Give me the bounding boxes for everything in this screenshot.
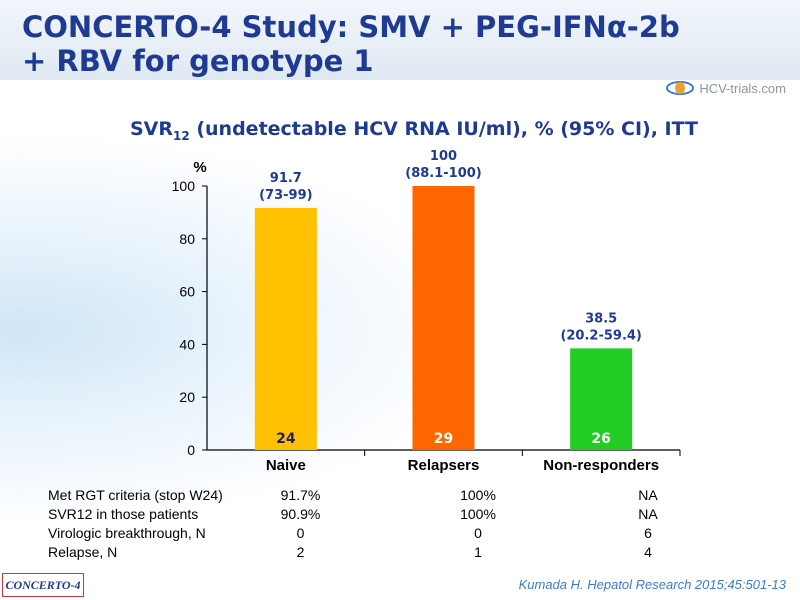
brand-logo: HCV-trials.com — [665, 78, 786, 98]
stats-cell-non-responders: NA — [638, 506, 658, 522]
stats-cell-naive: 91.7% — [280, 487, 321, 503]
bar-non-responders — [570, 348, 633, 450]
bar-ci-label: (73-99) — [259, 188, 312, 203]
stats-cell-relapsers: 100% — [460, 487, 496, 503]
stats-spacer — [553, 524, 583, 543]
stats-cell-relapsers: 0 — [474, 525, 482, 541]
bar-n-label: 26 — [591, 431, 610, 447]
stats-row: Met RGT criteria (stop W24) 91.7% 100% NA — [48, 486, 713, 505]
y-tick-label: 20 — [179, 389, 195, 405]
stats-cell-naive: 2 — [296, 544, 305, 560]
brand-icon — [666, 81, 695, 95]
x-category-label: Relapsers — [408, 457, 480, 474]
stats-cell-non-responders: NA — [638, 487, 658, 503]
bar-n-label: 24 — [276, 431, 296, 447]
bar-naive — [254, 207, 317, 450]
bar-value-label: 38.5 — [585, 311, 617, 326]
stats-table: Met RGT criteria (stop W24) 91.7% 100% NA SV… — [48, 486, 713, 562]
stats-row-label: Relapse, N — [48, 544, 118, 560]
stats-row-label: Met RGT criteria (stop W24) — [48, 487, 223, 503]
chart-subtitle: SVR12 (undetectable HCV RNA IU/ml), % (9… — [130, 118, 770, 143]
y-tick-label: 40 — [179, 336, 195, 352]
bar-value-label: 91.7 — [270, 171, 302, 186]
stats-spacer — [338, 505, 403, 524]
page-title: CONCERTO-4 Study: SMV + PEG-IFNα-2b + RB… — [22, 10, 680, 78]
bar-ci-label: (88.1-100) — [405, 166, 482, 181]
stats-cell-naive: 0 — [296, 525, 305, 541]
x-category-label: Naive — [266, 457, 306, 474]
bar-value-label: 100 — [430, 149, 457, 164]
y-tick-label: 100 — [172, 178, 196, 194]
bar-n-label: 29 — [434, 431, 453, 447]
subtitle-main: SVR — [130, 118, 174, 140]
stats-row: Relapse, N 2 1 4 — [48, 543, 713, 562]
y-tick-label: 60 — [179, 284, 195, 300]
stats-cell-relapsers: 1 — [474, 544, 482, 560]
subtitle-rest: (undetectable HCV RNA IU/ml), % (95% CI)… — [189, 118, 698, 140]
x-category-label: Non-responders — [543, 457, 659, 474]
stats-spacer — [338, 543, 403, 562]
subtitle-subscript: 12 — [173, 128, 190, 143]
stats-spacer — [338, 486, 403, 505]
y-unit-label: % — [193, 159, 206, 176]
brand-text: HCV-trials.com — [699, 80, 786, 96]
stats-cell-relapsers: 100% — [460, 506, 496, 522]
citation: Kumada H. Hepatol Research 2015;45:501-1… — [518, 577, 786, 592]
stats-spacer — [553, 486, 583, 505]
stats-row: SVR12 in those patients 90.9% 100% NA — [48, 505, 713, 524]
stats-spacer — [338, 524, 403, 543]
y-tick-label: 80 — [179, 231, 195, 247]
bar-ci-label: (20.2-59.4) — [560, 328, 641, 343]
study-tag: CONCERTO-4 — [2, 573, 84, 597]
y-tick-label: 0 — [187, 442, 195, 458]
stats-cell-non-responders: 6 — [644, 525, 652, 541]
stats-cell-naive: 90.9% — [280, 506, 321, 522]
stats-row-label: SVR12 in those patients — [48, 506, 199, 522]
stats-row-label: Virologic breakthrough, N — [48, 525, 206, 541]
stats-spacer — [553, 505, 583, 524]
stats-row: Virologic breakthrough, N 0 0 6 — [48, 524, 713, 543]
bar-relapsers — [412, 186, 475, 450]
stats-cell-non-responders: 4 — [644, 544, 652, 560]
stats-spacer — [553, 543, 583, 562]
title-bar — [0, 0, 800, 80]
